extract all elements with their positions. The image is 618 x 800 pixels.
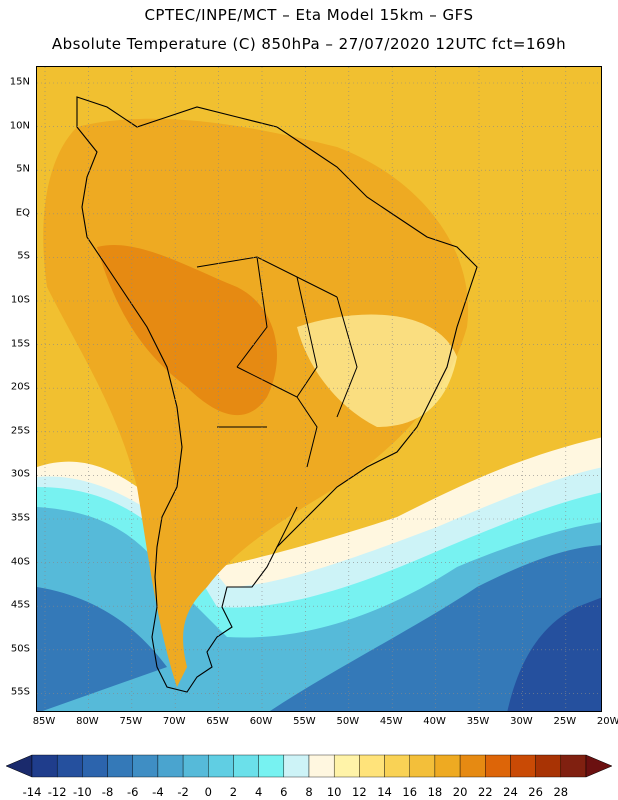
lat-tick-label: 50S: [10, 643, 30, 655]
lat-tick-label: 15N: [9, 76, 30, 88]
colorbar-swatch: [82, 754, 108, 778]
colorbar-swatch: [434, 754, 461, 778]
colorbar-tick-label: 14: [377, 785, 392, 799]
lat-tick-label: 10S: [10, 294, 30, 306]
colorbar-tick-label: -14: [22, 785, 42, 799]
colorbar-swatch: [208, 754, 234, 778]
colorbar-swatch: [384, 754, 410, 778]
colorbar-swatch: [485, 754, 511, 778]
colorbar-over-arrow: [585, 754, 613, 778]
lon-tick-label: 50W: [336, 716, 360, 727]
land-yellow-field: [297, 314, 457, 427]
colorbar-swatch: [233, 754, 259, 778]
colorbar-tick-label: 26: [528, 785, 543, 799]
colorbar-swatch: [182, 754, 209, 778]
lon-tick-label: 60W: [249, 716, 273, 727]
lat-tick-label: 15S: [10, 338, 30, 350]
colorbar-swatch: [560, 754, 587, 778]
colorbar-tick-label: 12: [352, 785, 367, 799]
colorbar-tick-label: -4: [152, 785, 164, 799]
lat-tick-label: 5S: [17, 250, 30, 262]
country-borders: [196, 256, 358, 548]
colorbar-tick-label: 6: [280, 785, 288, 799]
colorbar-swatch: [31, 754, 58, 778]
colorbar-swatch: [409, 754, 436, 778]
lon-tick-label: 85W: [32, 716, 56, 727]
colorbar-swatch: [535, 754, 562, 778]
colorbar-under-arrow: [5, 754, 33, 778]
lon-tick-label: 40W: [423, 716, 446, 727]
lat-tick-label: 40S: [10, 556, 30, 568]
colorbar-swatch: [283, 754, 310, 778]
colorbar-tick-label: 10: [326, 785, 342, 799]
colorbar-swatch: [56, 754, 83, 778]
lon-tick-label: 20W: [596, 716, 618, 727]
colorbar-tick-label: 18: [427, 785, 443, 799]
colorbar-tick-label: 0: [204, 785, 212, 799]
colorbar-swatch: [459, 754, 486, 778]
colorbar-tick-label: -12: [47, 785, 67, 799]
lon-tick-label: 55W: [293, 716, 316, 727]
colorbar-tick-label: 28: [553, 785, 569, 799]
colorbar: [5, 754, 613, 778]
title-line-1: CPTEC/INPE/MCT – Eta Model 15km – GFS: [144, 6, 474, 24]
lat-tick-label: 45S: [10, 599, 30, 611]
colorbar-tick-label: 2: [229, 785, 238, 799]
colorbar-tick-label: 8: [305, 785, 313, 799]
south-america-coastline: [76, 96, 478, 693]
colorbar-tick-label: -2: [177, 785, 189, 799]
lon-tick-label: 35W: [466, 716, 490, 727]
colorbar-swatch: [510, 754, 536, 778]
lat-tick-label: 25S: [10, 425, 30, 437]
lat-tick-label: 35S: [10, 512, 30, 524]
lat-tick-label: 30S: [10, 468, 30, 480]
lon-tick-label: 70W: [162, 716, 186, 727]
lat-tick-label: 55S: [10, 686, 30, 698]
lat-tick-label: EQ: [15, 207, 30, 219]
colorbar-tick-label: 24: [503, 785, 518, 799]
blue-band: [37, 545, 601, 711]
title-line-2: Absolute Temperature (C) 850hPa – 27/07/…: [51, 35, 567, 53]
lat-tick-label: 10N: [9, 120, 30, 132]
lat-tick-label: 20S: [10, 381, 30, 393]
colorbar-swatch: [359, 754, 385, 778]
colorbar-tick-label: 16: [402, 785, 418, 799]
lat-tick-label: 5N: [16, 163, 30, 175]
lon-tick-label: 75W: [119, 716, 143, 727]
temperature-map: [36, 66, 602, 712]
colorbar-tick-label: 20: [452, 785, 468, 799]
colorbar-swatch: [157, 754, 184, 778]
lon-tick-label: 30W: [510, 716, 533, 727]
colorbar-tick-label: 4: [254, 785, 263, 799]
colorbar-swatch: [132, 754, 159, 778]
colorbar-tick-label: 22: [477, 785, 493, 799]
lon-tick-label: 80W: [76, 716, 99, 727]
colorbar-tick-label: -6: [126, 785, 139, 799]
lon-tick-label: 25W: [553, 716, 577, 727]
colorbar-swatch: [308, 754, 335, 778]
colorbar-tick-label: -10: [72, 785, 92, 799]
colorbar-tick-label: -8: [101, 785, 114, 799]
lon-tick-label: 45W: [379, 716, 403, 727]
dark-blue-band: [507, 597, 601, 711]
colorbar-swatch: [107, 754, 133, 778]
colorbar-swatch: [258, 754, 285, 778]
lon-tick-label: 65W: [206, 716, 229, 727]
colorbar-swatch: [333, 754, 360, 778]
land-hot-field: [97, 245, 277, 416]
